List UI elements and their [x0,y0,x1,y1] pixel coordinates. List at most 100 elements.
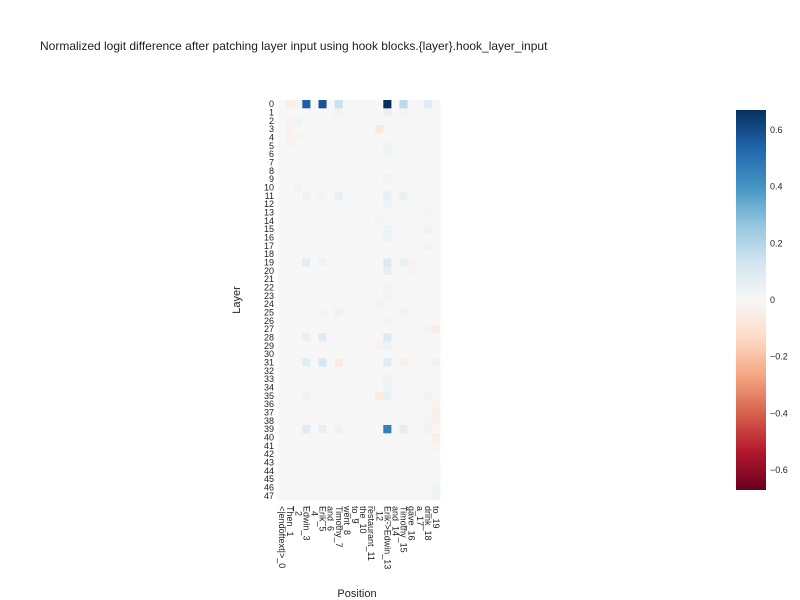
heatmap-cell [294,300,303,309]
x-tick-label: Timothy_7 [334,506,344,548]
heatmap-cell [342,233,352,242]
heatmap-cell [407,441,416,451]
heatmap-cell [367,366,376,376]
heatmap-cell [286,150,295,159]
heatmap-cell [294,133,303,142]
heatmap-cell [326,466,335,476]
y-tick-label: 14 [264,216,274,226]
heatmap-cell [391,250,400,259]
heatmap-cell [286,458,295,467]
heatmap-cell [318,325,327,334]
heatmap-cell [423,366,433,376]
heatmap-cell [383,175,392,184]
heatmap-cell [334,416,344,426]
heatmap-cell [423,325,433,334]
heatmap-cell [423,166,433,176]
x-tick-label: restaurant_11 [366,506,376,561]
heatmap-cell [359,333,368,342]
y-axis-title: Layer [231,286,243,314]
heatmap-cell [302,233,311,242]
heatmap-cell [286,225,295,234]
heatmap-cell [310,258,319,267]
heatmap-cell [350,283,360,292]
heatmap-cell [294,258,303,267]
heatmap-cell [326,300,335,309]
heatmap-cell [383,366,392,376]
heatmap-cell [399,350,408,359]
heatmap-cell [383,300,392,309]
heatmap-cell [375,158,384,167]
heatmap-cell [318,425,327,434]
heatmap-cell [294,375,303,384]
heatmap-cell [367,483,376,492]
heatmap-cell [375,366,384,376]
heatmap-cell [286,266,295,276]
heatmap-cell [286,291,295,301]
heatmap-cell [318,458,327,467]
heatmap-cell [334,375,344,384]
heatmap-cell [415,375,425,384]
heatmap-cell [310,100,319,109]
heatmap-cell [294,358,303,367]
heatmap-cell [383,333,392,342]
heatmap-cell [359,316,368,326]
heatmap-cell [334,483,344,492]
heatmap-cell [310,450,319,459]
heatmap-cell [294,325,303,334]
heatmap-cell [286,108,295,117]
x-tick-label: went_8 [342,505,352,535]
heatmap-cell [302,108,311,117]
heatmap-cell [350,383,360,392]
heatmap-cell [310,150,319,159]
heatmap-cell [318,116,327,126]
heatmap-cell [423,475,433,484]
heatmap-cell [431,208,441,217]
heatmap-cell [383,166,392,176]
heatmap-cell [391,383,400,392]
heatmap-cell [278,466,287,476]
heatmap-cell [423,450,433,459]
heatmap-cell [278,333,287,342]
heatmap-cell [415,325,425,334]
heatmap-cell [334,183,344,192]
heatmap-cell [391,241,400,251]
heatmap-cell [415,233,425,242]
y-tick-label: 7 [269,158,274,168]
heatmap-cell [350,266,360,276]
heatmap-cell [294,166,303,176]
heatmap-cell [302,475,311,484]
heatmap-cell [310,458,319,467]
heatmap-cell [407,275,416,284]
heatmap-cell [407,325,416,334]
heatmap-cell [375,341,384,351]
heatmap-cell [359,191,368,201]
heatmap-cell [423,425,433,434]
heatmap-cell [286,466,295,476]
heatmap-cell [350,175,360,184]
heatmap-cell [367,450,376,459]
heatmap-cell [399,116,408,126]
heatmap-cell [415,175,425,184]
heatmap-cell [350,441,360,451]
heatmap-cell [334,208,344,217]
heatmap-cell [310,158,319,167]
heatmap-cell [375,283,384,292]
heatmap-cell [318,366,327,376]
heatmap-cell [342,116,352,126]
y-tick-label: 22 [264,283,274,293]
heatmap-cell [399,125,408,134]
heatmap-cell [383,433,392,442]
heatmap-cell [359,325,368,334]
heatmap-cell [342,350,352,359]
heatmap-cell [359,200,368,209]
y-tick-label: 41 [264,441,274,451]
heatmap-cell [359,391,368,401]
heatmap-cell [342,166,352,176]
heatmap-cell [391,433,400,442]
heatmap-cell [302,183,311,192]
heatmap-cell [415,425,425,434]
heatmap-cell [342,141,352,151]
heatmap-cell [415,400,425,409]
heatmap-cell [318,133,327,142]
heatmap-cell [359,208,368,217]
